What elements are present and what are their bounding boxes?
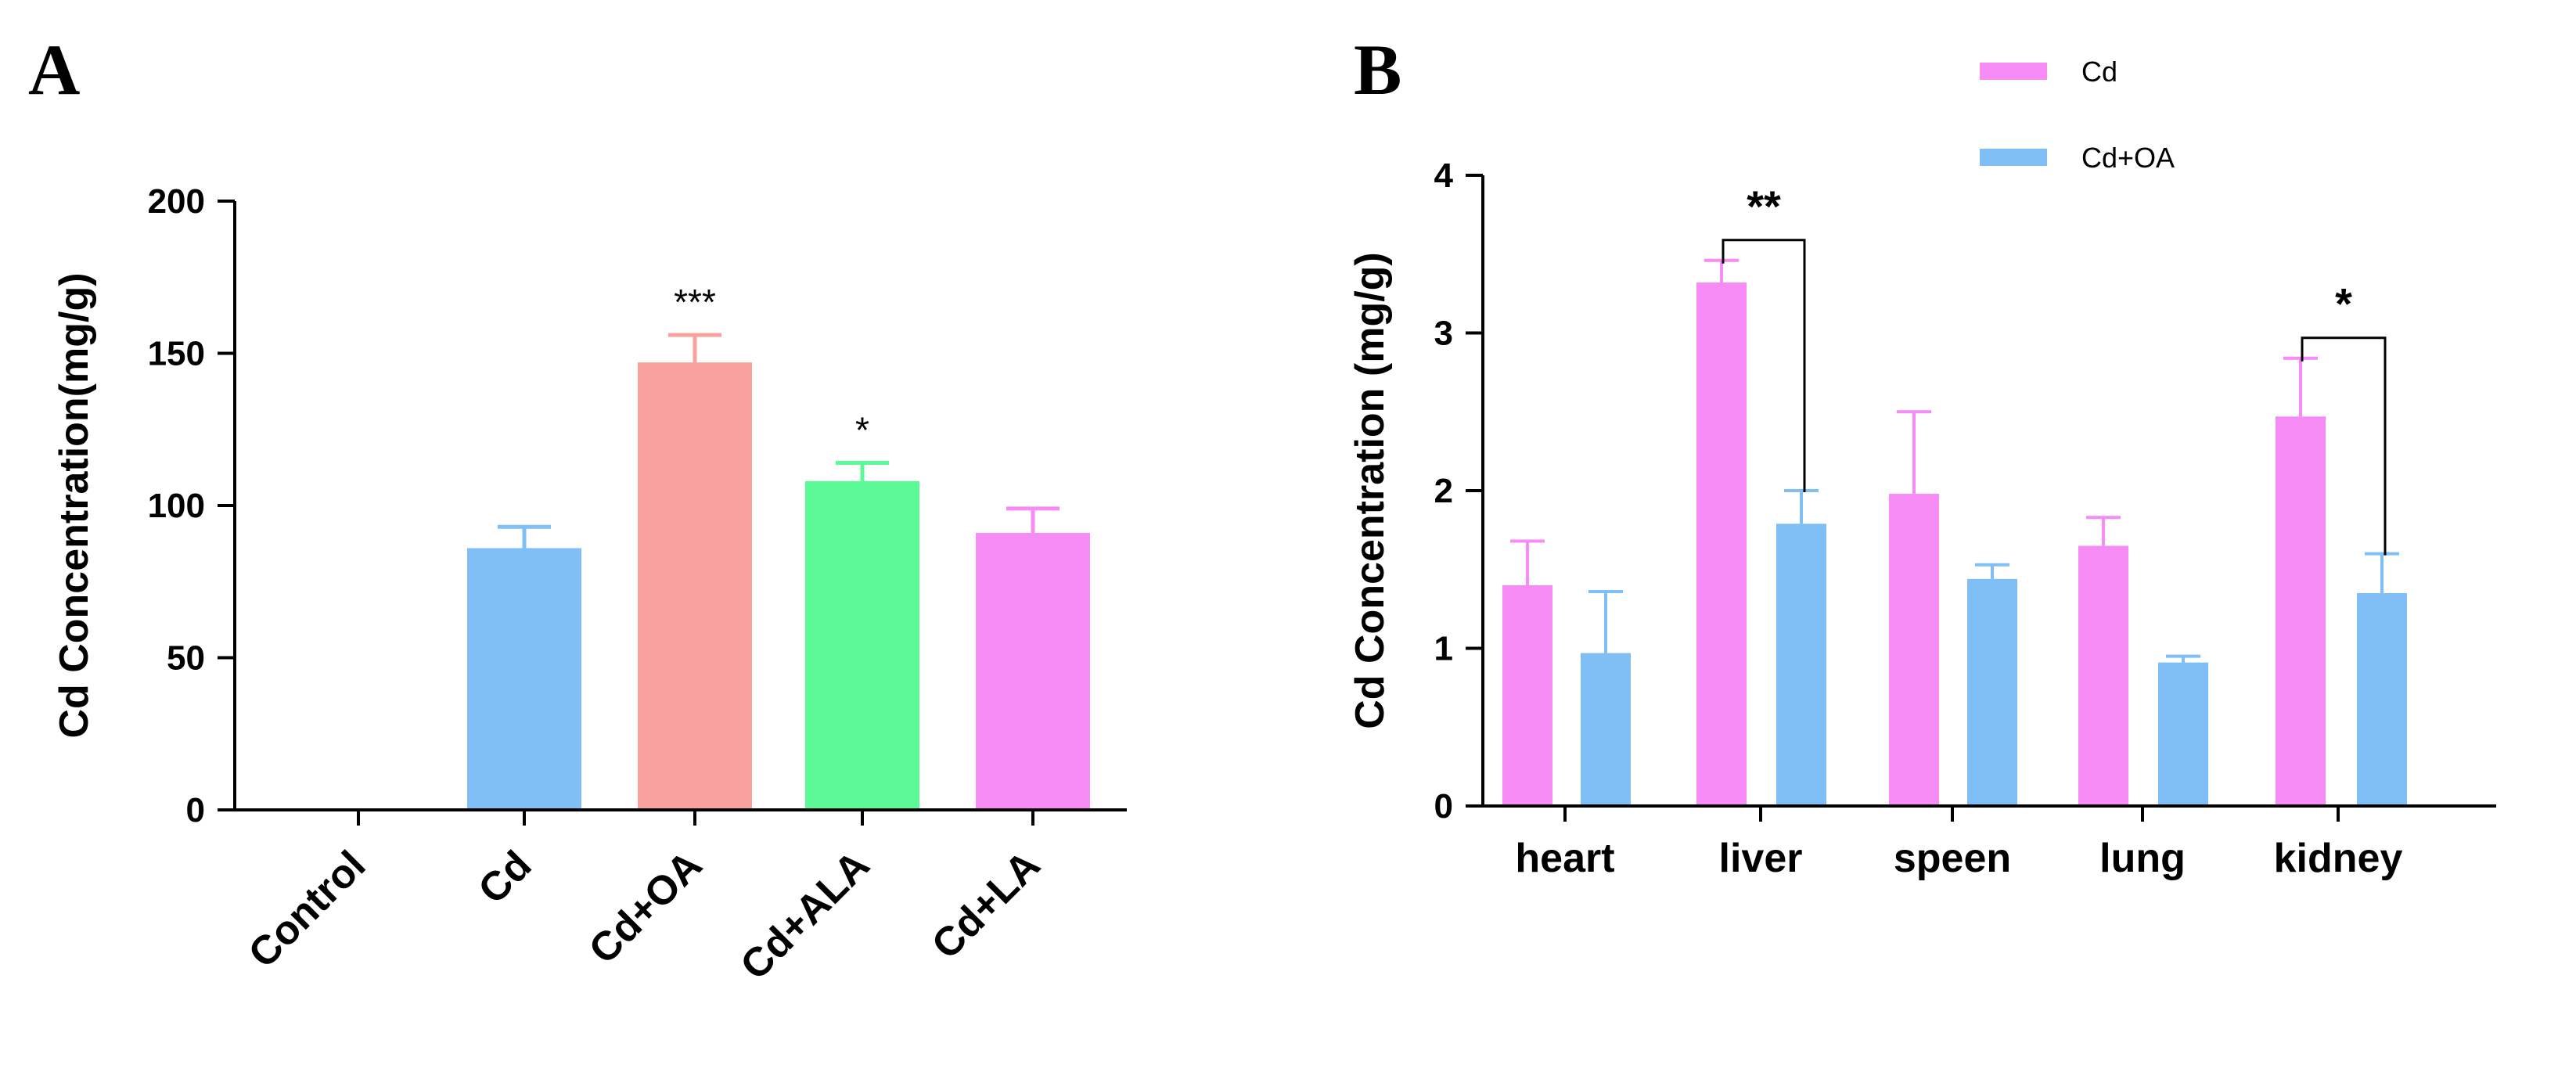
bar-cd-oa-heart [1581,653,1631,806]
y-tick-label: 200 [148,182,205,221]
significance-bracket [2301,336,2387,556]
bar-cd-lung [2078,545,2128,806]
legend-swatch [1980,63,2047,80]
x-category-label: heart [1515,836,1614,881]
significance-label: * [2335,279,2352,329]
bar-cd-oa [638,362,752,810]
y-tick-label: 1 [1434,630,1453,668]
significance-bracket [1722,239,1806,492]
significance-label: * [855,410,869,451]
bar-cd-ala [805,480,919,810]
x-category-label: liver [1719,836,1803,881]
x-category-label: Control [240,842,375,977]
y-tick-label: 0 [186,791,205,829]
legend-label: Cd+OA [2081,142,2175,174]
panel-a-label: A [28,30,80,110]
x-category-label: Cd+ALA [732,842,878,988]
y-tick-label: 0 [1434,787,1453,826]
y-tick-label: 4 [1434,157,1454,195]
bar-cd-la [976,533,1090,810]
bar-cd-speen [1889,494,1939,806]
bar-cd-oa-lung [2158,662,2208,806]
legend-label: Cd [2081,56,2117,88]
x-category-label: Cd [470,842,540,912]
bar-cd-kidney [2276,416,2326,806]
x-category-label: speen [1894,836,2011,881]
bar-cd-oa-liver [1776,524,1826,806]
y-tick-label: 150 [148,335,205,373]
bar-cd-oa-speen [1967,578,2017,806]
x-category-label: kidney [2274,836,2403,881]
y-axis-label: Cd Concentration (mg/g) [1347,252,1393,729]
bar-cd-liver [1696,282,1747,806]
x-category-label: lung [2099,836,2186,881]
panel-b-label: B [1354,30,1401,110]
x-category-label: Cd+LA [923,842,1049,968]
bar-cd [467,548,581,810]
bar-cd-oa-kidney [2357,592,2407,806]
y-tick-label: 2 [1434,472,1453,510]
y-axis-label: Cd Concentration(mg/g) [52,272,97,738]
y-tick-label: 3 [1434,315,1453,353]
significance-label: *** [674,282,716,322]
y-tick-label: 50 [167,639,205,678]
legend-swatch [1980,149,2047,166]
bar-cd-heart [1502,585,1552,806]
y-tick-label: 100 [148,487,205,525]
x-category-label: Cd+OA [581,842,711,973]
significance-label: ** [1747,182,1781,231]
